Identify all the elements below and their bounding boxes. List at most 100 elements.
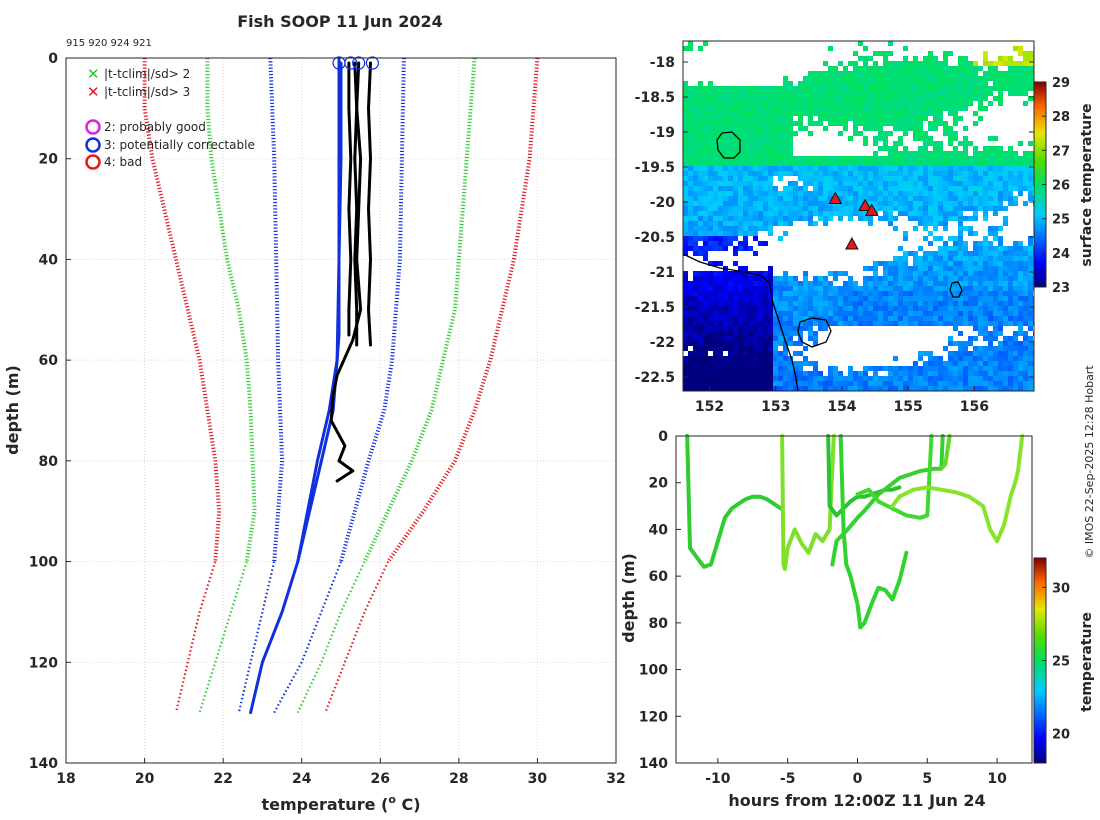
sst-pixel xyxy=(788,181,793,186)
sst-pixel xyxy=(923,276,928,281)
sst-pixel xyxy=(998,351,1003,356)
temperature-colorbar-label: temperature xyxy=(1079,612,1095,712)
sst-pixel xyxy=(738,181,743,186)
sst-pixel xyxy=(918,306,923,311)
sst-pixel xyxy=(983,296,988,301)
sst-pixel xyxy=(728,136,733,141)
sst-pixel xyxy=(763,116,768,121)
sst-pixel xyxy=(793,291,798,296)
sst-pixel xyxy=(833,91,838,96)
sst-pixel xyxy=(768,351,773,356)
sst-pixel xyxy=(873,301,878,306)
sst-pixel xyxy=(803,171,808,176)
sst-pixel xyxy=(983,281,988,286)
sst-pixel xyxy=(753,101,758,106)
sst-pixel xyxy=(698,296,703,301)
sst-pixel xyxy=(803,356,808,361)
sst-pixel xyxy=(743,271,748,276)
sst-pixel xyxy=(733,376,738,381)
sst-pixel xyxy=(978,206,983,211)
sst-pixel xyxy=(768,386,773,391)
sst-pixel xyxy=(1008,321,1013,326)
sst-pixel xyxy=(788,321,793,326)
sst-pixel xyxy=(713,296,718,301)
sst-pixel xyxy=(753,191,758,196)
sst-pixel xyxy=(873,206,878,211)
sst-pixel xyxy=(983,71,988,76)
sst-pixel xyxy=(758,96,763,101)
sst-pixel xyxy=(938,306,943,311)
sst-pixel xyxy=(993,301,998,306)
sst-pixel xyxy=(768,231,773,236)
sst-pixel xyxy=(903,236,908,241)
sst-pixel xyxy=(833,381,838,386)
sst-pixel xyxy=(788,356,793,361)
sst-pixel xyxy=(928,296,933,301)
sst-pixel xyxy=(853,201,858,206)
sst-pixel xyxy=(1028,341,1033,346)
sst-pixel xyxy=(718,186,723,191)
sst-pixel xyxy=(753,161,758,166)
sst-pixel xyxy=(888,261,893,266)
sst-pixel xyxy=(788,281,793,286)
sst-pixel xyxy=(888,111,893,116)
sst-pixel xyxy=(758,206,763,211)
sst-pixel xyxy=(953,251,958,256)
sst-pixel xyxy=(868,56,873,61)
sst-pixel xyxy=(733,236,738,241)
sst-pixel xyxy=(723,206,728,211)
sst-pixel xyxy=(888,106,893,111)
sst-pixel xyxy=(878,366,883,371)
sst-pixel xyxy=(888,376,893,381)
sst-pixel xyxy=(953,236,958,241)
sst-pixel xyxy=(1003,251,1008,256)
sst-pixel xyxy=(823,91,828,96)
sst-pixel xyxy=(988,151,993,156)
sst-pixel xyxy=(703,121,708,126)
sst-pixel xyxy=(1013,256,1018,261)
sst-pixel xyxy=(808,121,813,126)
sst-pixel xyxy=(693,281,698,286)
sst-pixel xyxy=(938,101,943,106)
sst-pixel xyxy=(803,111,808,116)
sst-pixel xyxy=(708,211,713,216)
section-xtick-label: -10 xyxy=(705,771,731,787)
sst-pixel xyxy=(928,166,933,171)
sst-pixel xyxy=(878,91,883,96)
sst-pixel xyxy=(708,141,713,146)
sst-pixel xyxy=(863,91,868,96)
sst-pixel xyxy=(963,126,968,131)
sst-pixel xyxy=(1018,46,1023,51)
sst-pixel xyxy=(773,101,778,106)
sst-pixel xyxy=(1003,191,1008,196)
sst-pixel xyxy=(973,66,978,71)
sst-pixel xyxy=(758,271,763,276)
sst-pixel xyxy=(758,351,763,356)
sst-pixel xyxy=(903,71,908,76)
sst-pixel xyxy=(893,271,898,276)
sst-pixel xyxy=(753,286,758,291)
sst-pixel xyxy=(953,81,958,86)
sst-pixel xyxy=(753,296,758,301)
sst-pixel xyxy=(688,316,693,321)
sst-pixel xyxy=(753,306,758,311)
sst-pixel xyxy=(948,256,953,261)
sst-pixel xyxy=(1018,66,1023,71)
sst-pixel xyxy=(773,361,778,366)
sst-pixel xyxy=(963,191,968,196)
sst-pixel xyxy=(873,291,878,296)
sst-pixel xyxy=(933,166,938,171)
sst-pixel xyxy=(768,271,773,276)
sst-pixel xyxy=(918,266,923,271)
sst-pixel xyxy=(938,381,943,386)
sst-pixel xyxy=(883,191,888,196)
sst-pixel xyxy=(763,316,768,321)
sst-pixel xyxy=(858,376,863,381)
sst-pixel xyxy=(898,206,903,211)
sst-pixel xyxy=(698,191,703,196)
sst-pixel xyxy=(828,86,833,91)
sst-pixel xyxy=(893,371,898,376)
sst-pixel xyxy=(863,276,868,281)
sst-pixel xyxy=(753,276,758,281)
sst-pixel xyxy=(688,376,693,381)
